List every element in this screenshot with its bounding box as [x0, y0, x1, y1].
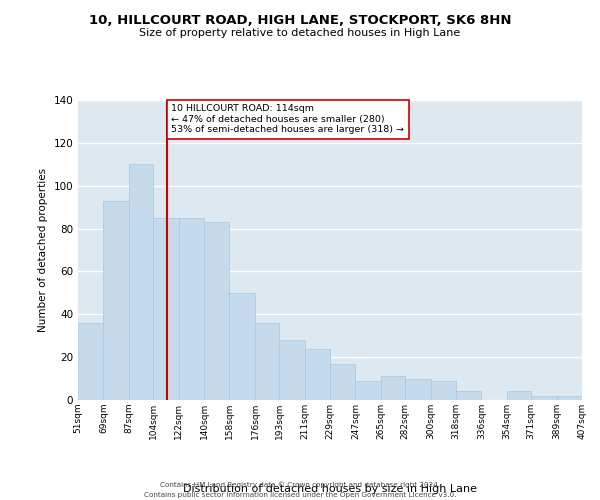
Text: 10, HILLCOURT ROAD, HIGH LANE, STOCKPORT, SK6 8HN: 10, HILLCOURT ROAD, HIGH LANE, STOCKPORT… — [89, 14, 511, 27]
Bar — [531, 396, 557, 400]
Bar — [355, 380, 381, 400]
Bar — [330, 364, 355, 400]
Bar — [405, 378, 431, 400]
Bar — [557, 396, 582, 400]
Bar — [255, 323, 279, 400]
Bar — [431, 380, 456, 400]
Bar — [179, 218, 204, 400]
Bar — [507, 392, 531, 400]
Y-axis label: Number of detached properties: Number of detached properties — [38, 168, 48, 332]
Bar — [279, 340, 305, 400]
Bar — [305, 348, 330, 400]
Text: Contains HM Land Registry data © Crown copyright and database right 2024.
Contai: Contains HM Land Registry data © Crown c… — [144, 482, 456, 498]
Bar — [153, 218, 179, 400]
Text: Size of property relative to detached houses in High Lane: Size of property relative to detached ho… — [139, 28, 461, 38]
Bar — [381, 376, 405, 400]
Bar — [103, 200, 129, 400]
Bar — [78, 323, 103, 400]
Bar — [129, 164, 153, 400]
Bar — [204, 222, 229, 400]
Text: 10 HILLCOURT ROAD: 114sqm
← 47% of detached houses are smaller (280)
53% of semi: 10 HILLCOURT ROAD: 114sqm ← 47% of detac… — [172, 104, 404, 134]
X-axis label: Distribution of detached houses by size in High Lane: Distribution of detached houses by size … — [183, 484, 477, 494]
Bar — [229, 293, 255, 400]
Bar — [456, 392, 481, 400]
